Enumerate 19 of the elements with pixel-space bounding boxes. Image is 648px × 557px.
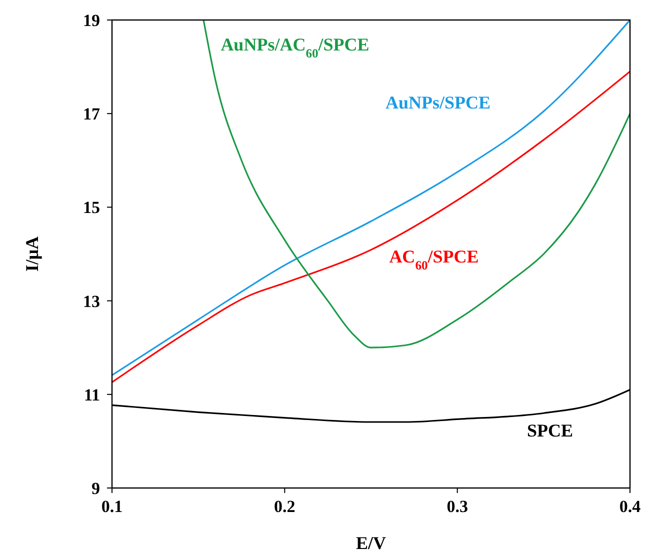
y-tick-label: 11	[84, 385, 100, 404]
line-series	[202, 20, 630, 348]
x-axis-title: E/V	[356, 533, 386, 553]
y-tick-label: 9	[92, 478, 100, 498]
series-label: AuNPs/SPCE	[385, 92, 491, 112]
line-series	[112, 70, 630, 384]
x-tick-label: 0.2	[274, 497, 296, 516]
x-tick-label: 0.3	[446, 497, 468, 516]
y-tick-label: 19	[83, 10, 100, 30]
x-tick-label: 0.4	[619, 497, 642, 516]
y-tick-label: 15	[83, 198, 100, 218]
y-tick-label: 13	[83, 292, 100, 311]
series-label: AC$_{60}$/SPCE	[389, 246, 479, 272]
series-label: AuNPs/AC$_{60}$/SPCE	[220, 34, 370, 60]
series-label: SPCE	[526, 420, 574, 440]
x-tick-label: 0.1	[101, 497, 123, 516]
line-series	[112, 20, 630, 376]
y-tick-label: 17	[83, 104, 100, 124]
y-axis-title: I/μA	[22, 236, 42, 272]
